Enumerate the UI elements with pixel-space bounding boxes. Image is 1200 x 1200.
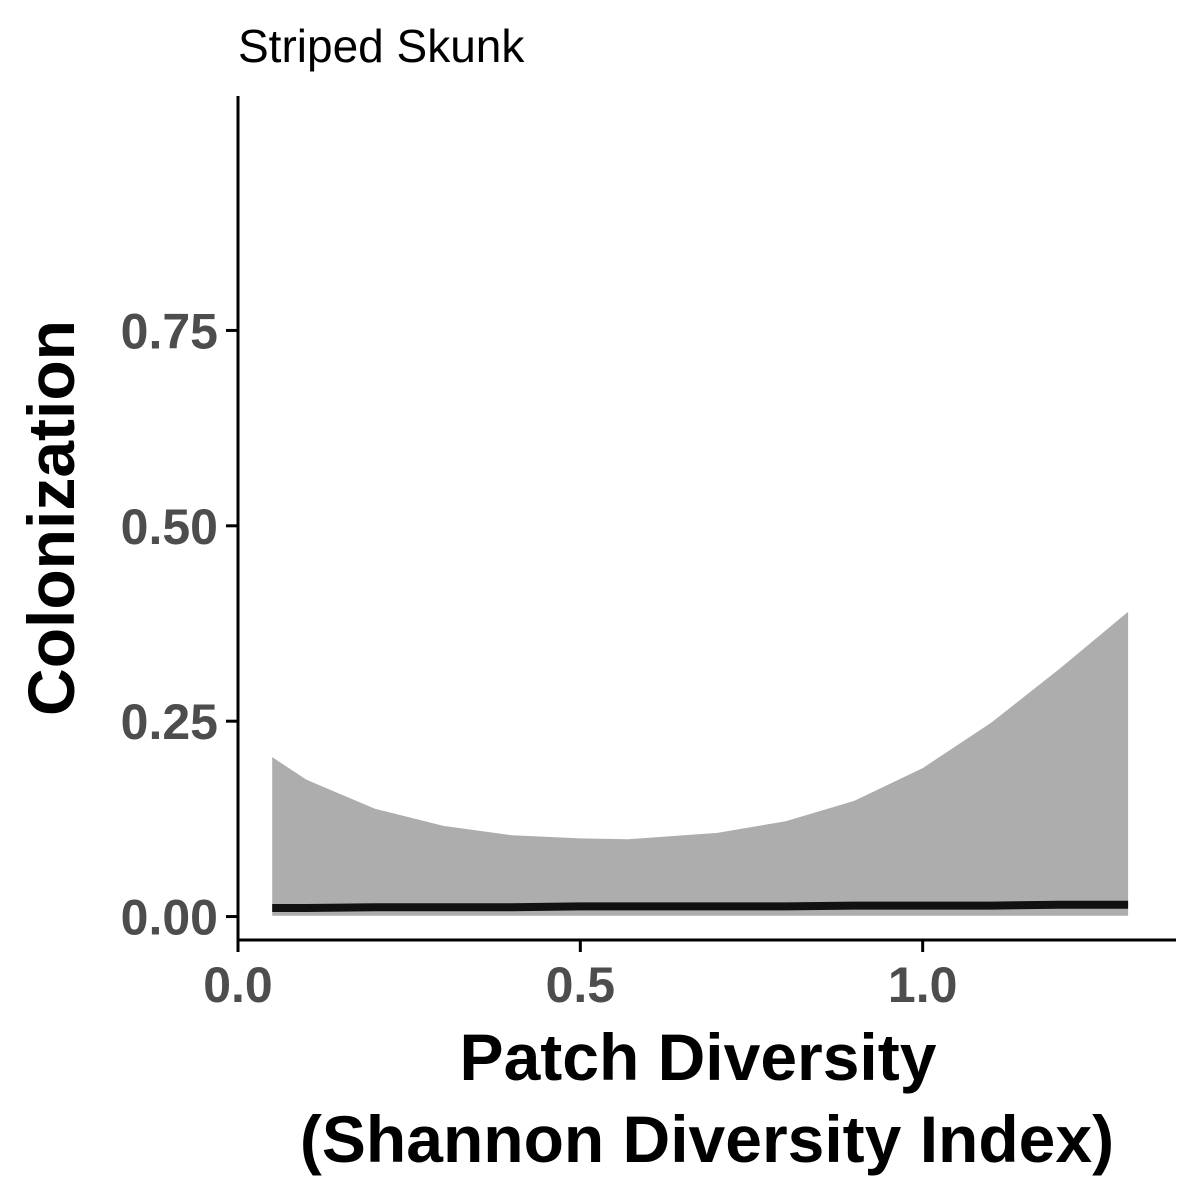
x-tick-label: 0.5 xyxy=(546,957,616,1013)
confidence-ribbon xyxy=(272,611,1129,916)
y-tick-label: 0.25 xyxy=(121,694,218,750)
x-tick-label: 1.0 xyxy=(888,957,958,1013)
fitted-line xyxy=(272,900,1129,912)
y-axis-ticks: 0.00 0.25 0.50 0.75 xyxy=(121,303,238,946)
chart-title: Striped Skunk xyxy=(238,20,525,72)
plot-area xyxy=(272,611,1129,916)
y-axis-title: Colonization xyxy=(14,320,88,716)
x-tick-label: 0.0 xyxy=(203,957,273,1013)
y-tick-label: 0.50 xyxy=(121,499,218,555)
x-axis-title-line-1: Patch Diversity xyxy=(460,1020,937,1094)
x-axis-ticks: 0.0 0.5 1.0 xyxy=(203,940,957,1013)
y-tick-label: 0.00 xyxy=(121,890,218,946)
y-tick-label: 0.75 xyxy=(121,303,218,359)
x-axis-title-line-2: (Shannon Diversity Index) xyxy=(300,1102,1114,1176)
